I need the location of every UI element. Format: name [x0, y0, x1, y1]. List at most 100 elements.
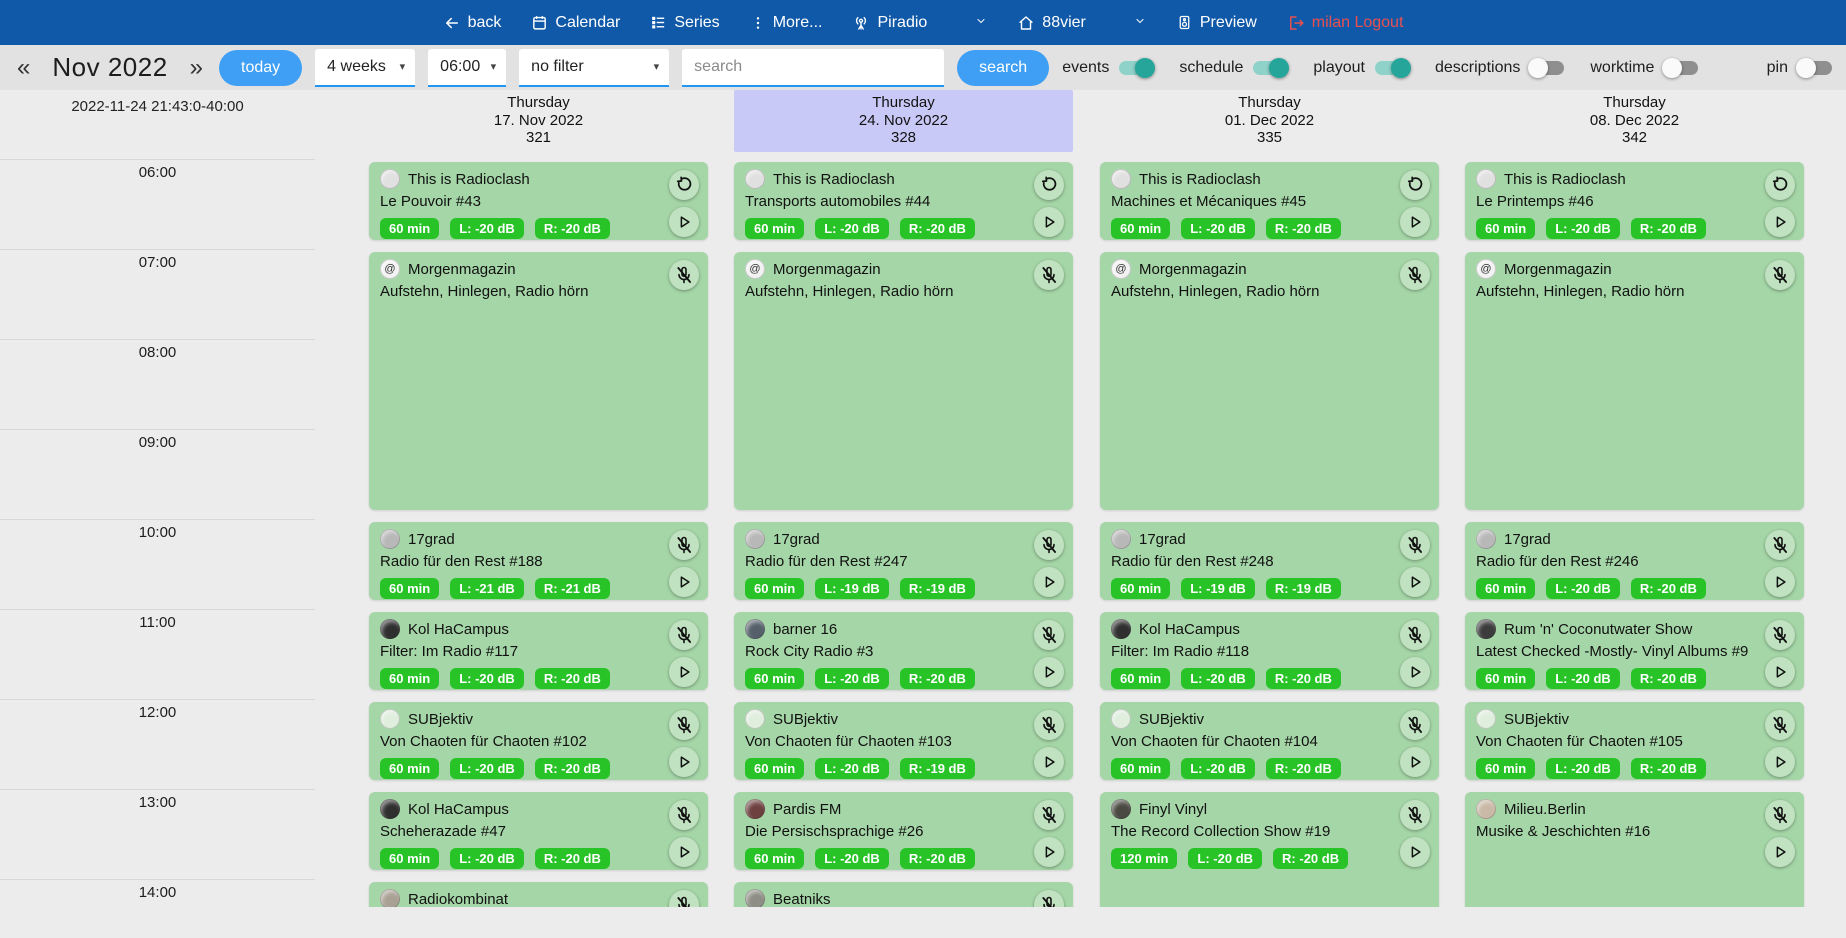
schedule-toggle[interactable]	[1253, 57, 1290, 78]
play-button[interactable]	[669, 747, 699, 777]
play-button[interactable]	[1765, 657, 1795, 687]
88vier-chevron-down-icon[interactable]	[1134, 14, 1146, 32]
event-card[interactable]: SUBjektiv Von Chaoten für Chaoten #104 60 …	[1100, 702, 1439, 780]
nav-item-piradio[interactable]: Piradio	[852, 14, 927, 32]
mic-off-button[interactable]	[669, 890, 699, 907]
event-card[interactable]: @ Morgenmagazin Aufstehn, Hinlegen, Radio …	[369, 252, 708, 510]
mic-off-button[interactable]	[1400, 800, 1430, 830]
column-header[interactable]: Thursday 01. Dec 2022 335	[1100, 90, 1439, 159]
mic-off-button[interactable]	[1034, 800, 1064, 830]
search-button[interactable]: search	[957, 49, 1050, 86]
next-month-button[interactable]: »	[189, 53, 204, 81]
play-button[interactable]	[1400, 747, 1430, 777]
event-card[interactable]: SUBjektiv Von Chaoten für Chaoten #103 60 …	[734, 702, 1073, 780]
mic-off-button[interactable]	[1765, 530, 1795, 560]
search-input[interactable]	[682, 48, 945, 87]
mic-off-button[interactable]	[1400, 710, 1430, 740]
event-card[interactable]: This is Radioclash Transports automobiles…	[734, 162, 1073, 240]
back-button[interactable]: back	[443, 14, 501, 32]
mic-off-button[interactable]	[1034, 620, 1064, 650]
start-time-select[interactable]: 06:00 ▾	[428, 48, 507, 87]
play-button[interactable]	[1765, 747, 1795, 777]
event-card[interactable]: @ Morgenmagazin Aufstehn, Hinlegen, Radio …	[1465, 252, 1804, 510]
mic-off-button[interactable]	[669, 260, 699, 290]
filter-select[interactable]: no filter ▾	[519, 48, 670, 87]
play-button[interactable]	[1400, 207, 1430, 237]
play-button[interactable]	[1400, 567, 1430, 597]
preview-button[interactable]: Preview	[1176, 14, 1257, 32]
refresh-button[interactable]	[1765, 170, 1795, 200]
event-card[interactable]: barner 16 Rock City Radio #3 60 min L: -20 …	[734, 612, 1073, 690]
refresh-button[interactable]	[1400, 170, 1430, 200]
event-card[interactable]: SUBjektiv Von Chaoten für Chaoten #105 60 …	[1465, 702, 1804, 780]
event-card[interactable]: This is Radioclash Le Pouvoir #43 60 min L:…	[369, 162, 708, 240]
weeks-select[interactable]: 4 weeks ▾	[315, 48, 416, 87]
refresh-button[interactable]	[1034, 170, 1064, 200]
event-card[interactable]: Radiokombinat	[369, 882, 708, 907]
mic-off-button[interactable]	[669, 710, 699, 740]
play-button[interactable]	[1034, 207, 1064, 237]
mic-off-button[interactable]	[669, 800, 699, 830]
nav-item-series[interactable]: Series	[650, 14, 720, 32]
event-card[interactable]: This is Radioclash Machines et Mécaniques…	[1100, 162, 1439, 240]
event-card[interactable]: 17grad Radio für den Rest #247 60 min L: -1…	[734, 522, 1073, 600]
mic-off-button[interactable]	[1034, 710, 1064, 740]
event-card[interactable]: @ Morgenmagazin Aufstehn, Hinlegen, Radio …	[734, 252, 1073, 510]
mic-off-button[interactable]	[1765, 710, 1795, 740]
mic-off-button[interactable]	[669, 530, 699, 560]
event-card[interactable]: Pardis FM Die Persischsprachige #26 60 min…	[734, 792, 1073, 870]
mic-off-button[interactable]	[1400, 530, 1430, 560]
events-toggle[interactable]	[1119, 57, 1156, 78]
pin-toggle[interactable]	[1796, 57, 1832, 78]
event-card[interactable]: 17grad Radio für den Rest #188 60 min L: -2…	[369, 522, 708, 600]
mic-off-button[interactable]	[1765, 800, 1795, 830]
event-card[interactable]: Kol HaCampus Filter: Im Radio #117 60 min L…	[369, 612, 708, 690]
mic-off-button[interactable]	[1765, 260, 1795, 290]
mic-off-button[interactable]	[1034, 890, 1064, 907]
play-button[interactable]	[1765, 837, 1795, 867]
mic-off-button[interactable]	[1034, 260, 1064, 290]
column-header[interactable]: Thursday 17. Nov 2022 321	[369, 90, 708, 159]
mic-off-button[interactable]	[1765, 620, 1795, 650]
nav-item-88vier[interactable]: 88vier	[1017, 14, 1086, 32]
nav-item-more[interactable]: More...	[750, 14, 822, 32]
play-button[interactable]	[669, 567, 699, 597]
worktime-toggle[interactable]	[1662, 57, 1699, 78]
event-card[interactable]: Milieu.Berlin Musike & Jeschichten #16	[1465, 792, 1804, 907]
play-button[interactable]	[1034, 837, 1064, 867]
event-card[interactable]: Beatniks	[734, 882, 1073, 907]
column-header[interactable]: Thursday 24. Nov 2022 328	[734, 90, 1073, 152]
play-button[interactable]	[1765, 207, 1795, 237]
playout-toggle[interactable]	[1374, 57, 1411, 78]
refresh-button[interactable]	[669, 170, 699, 200]
event-card[interactable]: 17grad Radio für den Rest #246 60 min L: -2…	[1465, 522, 1804, 600]
play-button[interactable]	[1765, 567, 1795, 597]
play-button[interactable]	[669, 207, 699, 237]
mic-off-button[interactable]	[1400, 260, 1430, 290]
descriptions-toggle[interactable]	[1528, 57, 1565, 78]
event-card[interactable]: 17grad Radio für den Rest #248 60 min L: -1…	[1100, 522, 1439, 600]
event-card[interactable]: Kol HaCampus Filter: Im Radio #118 60 min L…	[1100, 612, 1439, 690]
play-button[interactable]	[1034, 567, 1064, 597]
event-card[interactable]: @ Morgenmagazin Aufstehn, Hinlegen, Radio …	[1100, 252, 1439, 510]
mic-off-button[interactable]	[669, 620, 699, 650]
play-button[interactable]	[669, 657, 699, 687]
mic-off-button[interactable]	[1034, 530, 1064, 560]
play-button[interactable]	[1400, 657, 1430, 687]
mic-off-button[interactable]	[1400, 620, 1430, 650]
column-header[interactable]: Thursday 08. Dec 2022 342	[1465, 90, 1804, 159]
play-button[interactable]	[1034, 747, 1064, 777]
play-button[interactable]	[1034, 657, 1064, 687]
nav-item-calendar[interactable]: Calendar	[531, 14, 620, 32]
event-card[interactable]: Finyl Vinyl The Record Collection Show #1…	[1100, 792, 1439, 907]
logout-button[interactable]: milan Logout	[1287, 14, 1403, 32]
event-card[interactable]: Rum 'n' Coconutwater Show Latest Checked …	[1465, 612, 1804, 690]
piradio-chevron-down-icon[interactable]	[975, 14, 987, 32]
play-button[interactable]	[669, 837, 699, 867]
event-card[interactable]: This is Radioclash Le Printemps #46 60 min…	[1465, 162, 1804, 240]
prev-month-button[interactable]: «	[17, 53, 31, 81]
event-card[interactable]: Kol HaCampus Scheherazade #47 60 min L: -20…	[369, 792, 708, 870]
today-button[interactable]: today	[219, 49, 303, 86]
play-button[interactable]	[1400, 837, 1430, 867]
event-card[interactable]: SUBjektiv Von Chaoten für Chaoten #102 60 …	[369, 702, 708, 780]
